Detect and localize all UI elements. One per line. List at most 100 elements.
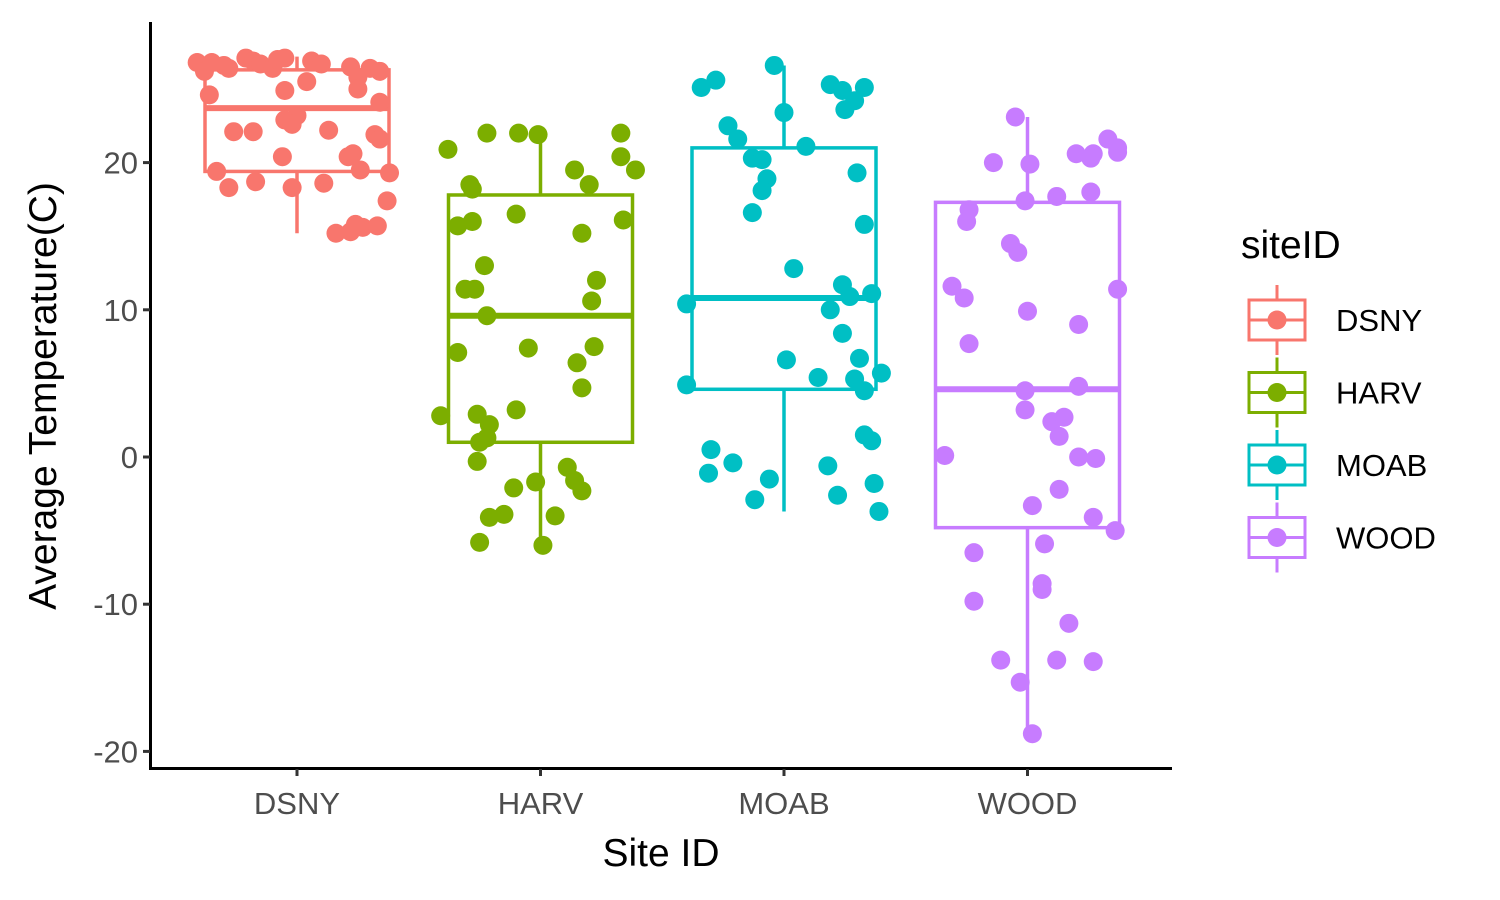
data-point-harv xyxy=(518,338,538,358)
data-point-moab xyxy=(745,490,765,510)
data-point-moab xyxy=(808,368,828,388)
data-point-dsny xyxy=(243,122,263,142)
legend-keys: DSNY HARV MOAB WOOD xyxy=(1247,285,1436,573)
legend-point xyxy=(1267,528,1287,547)
data-point-harv xyxy=(477,306,497,326)
data-point-moab xyxy=(691,78,711,98)
data-point-dsny xyxy=(380,163,400,183)
data-point-harv xyxy=(572,378,592,398)
y-tick-label: -10 xyxy=(93,587,138,622)
legend-key-dsny: DSNY xyxy=(1247,285,1422,355)
data-point-moab xyxy=(723,453,743,473)
data-point-moab xyxy=(776,350,796,370)
x-tick-label: HARV xyxy=(498,786,584,821)
data-point-wood xyxy=(1105,521,1125,541)
x-tick-label: DSNY xyxy=(254,786,340,821)
data-point-moab xyxy=(835,100,855,120)
data-point-moab xyxy=(840,287,860,307)
data-point-harv xyxy=(584,337,604,357)
data-point-harv xyxy=(438,139,458,159)
data-point-wood xyxy=(1108,279,1128,299)
data-point-moab xyxy=(862,284,882,304)
data-point-wood xyxy=(1008,242,1028,262)
data-point-harv xyxy=(567,353,587,373)
data-point-harv xyxy=(474,256,494,276)
data-point-moab xyxy=(849,348,869,368)
data-point-wood xyxy=(1015,400,1035,420)
data-point-moab xyxy=(699,463,719,483)
data-point-harv xyxy=(572,223,592,243)
data-point-harv xyxy=(477,123,497,143)
data-point-wood xyxy=(954,288,974,308)
data-point-moab xyxy=(847,163,867,183)
data-point-wood xyxy=(1081,182,1101,202)
y-tick-label: -20 xyxy=(93,734,138,769)
data-point-wood xyxy=(1049,426,1069,446)
data-point-moab xyxy=(706,70,726,90)
data-point-wood xyxy=(1054,407,1074,427)
data-point-wood xyxy=(1005,107,1025,127)
data-point-harv xyxy=(448,216,468,236)
data-point-dsny xyxy=(311,54,331,74)
data-point-dsny xyxy=(345,214,365,234)
data-point-harv xyxy=(506,400,526,420)
data-point-dsny xyxy=(224,122,244,142)
data-point-dsny xyxy=(297,72,317,92)
legend-point xyxy=(1267,310,1287,330)
data-point-dsny xyxy=(338,147,358,167)
data-point-harv xyxy=(582,291,602,311)
data-point-moab xyxy=(869,501,889,521)
plot-points xyxy=(187,48,1128,744)
data-point-wood xyxy=(1108,142,1128,162)
data-point-wood xyxy=(935,446,955,466)
data-point-harv xyxy=(470,532,490,552)
data-point-harv xyxy=(613,210,633,230)
data-point-moab xyxy=(752,150,772,170)
legend-label: MOAB xyxy=(1336,448,1427,483)
data-point-moab xyxy=(820,300,840,320)
y-tick-label: 0 xyxy=(121,440,138,475)
data-point-dsny xyxy=(275,48,295,68)
data-point-wood xyxy=(964,543,984,563)
legend-key-wood: WOOD xyxy=(1247,502,1436,573)
data-point-moab xyxy=(764,55,784,75)
data-point-moab xyxy=(752,181,772,201)
data-point-dsny xyxy=(377,191,397,211)
data-point-wood xyxy=(1022,496,1042,516)
data-point-wood xyxy=(1083,507,1103,527)
data-point-moab xyxy=(742,203,762,223)
x-tick-label: MOAB xyxy=(738,786,829,821)
data-point-moab xyxy=(854,78,874,98)
data-point-wood xyxy=(1069,315,1089,335)
data-point-moab xyxy=(784,259,804,279)
data-point-harv xyxy=(467,451,487,471)
data-point-dsny xyxy=(370,92,390,112)
data-point-wood xyxy=(1059,613,1079,633)
data-point-harv xyxy=(460,175,480,195)
data-point-moab xyxy=(677,294,697,314)
data-point-moab xyxy=(828,485,848,505)
data-point-moab xyxy=(871,363,891,383)
data-point-wood xyxy=(1047,186,1067,206)
data-point-harv xyxy=(611,147,631,167)
data-point-wood xyxy=(1049,479,1069,499)
data-point-harv xyxy=(504,478,524,498)
data-point-moab xyxy=(862,431,882,451)
data-point-dsny xyxy=(207,161,227,181)
data-point-dsny xyxy=(282,178,302,198)
data-point-moab xyxy=(864,473,884,493)
data-point-wood xyxy=(959,334,979,354)
data-point-wood xyxy=(1047,650,1067,670)
data-point-harv xyxy=(479,507,499,527)
legend: siteID DSNY HARV MOAB WOOD xyxy=(1241,224,1436,573)
iqr-box xyxy=(203,68,391,174)
data-point-moab xyxy=(774,103,794,123)
data-point-harv xyxy=(528,125,548,145)
data-point-dsny xyxy=(348,79,368,99)
legend-key-harv: HARV xyxy=(1247,357,1422,428)
legend-label: DSNY xyxy=(1336,303,1422,338)
data-point-moab xyxy=(854,381,874,401)
data-point-wood xyxy=(1022,724,1042,744)
data-point-moab xyxy=(718,116,738,136)
data-point-dsny xyxy=(319,120,339,140)
